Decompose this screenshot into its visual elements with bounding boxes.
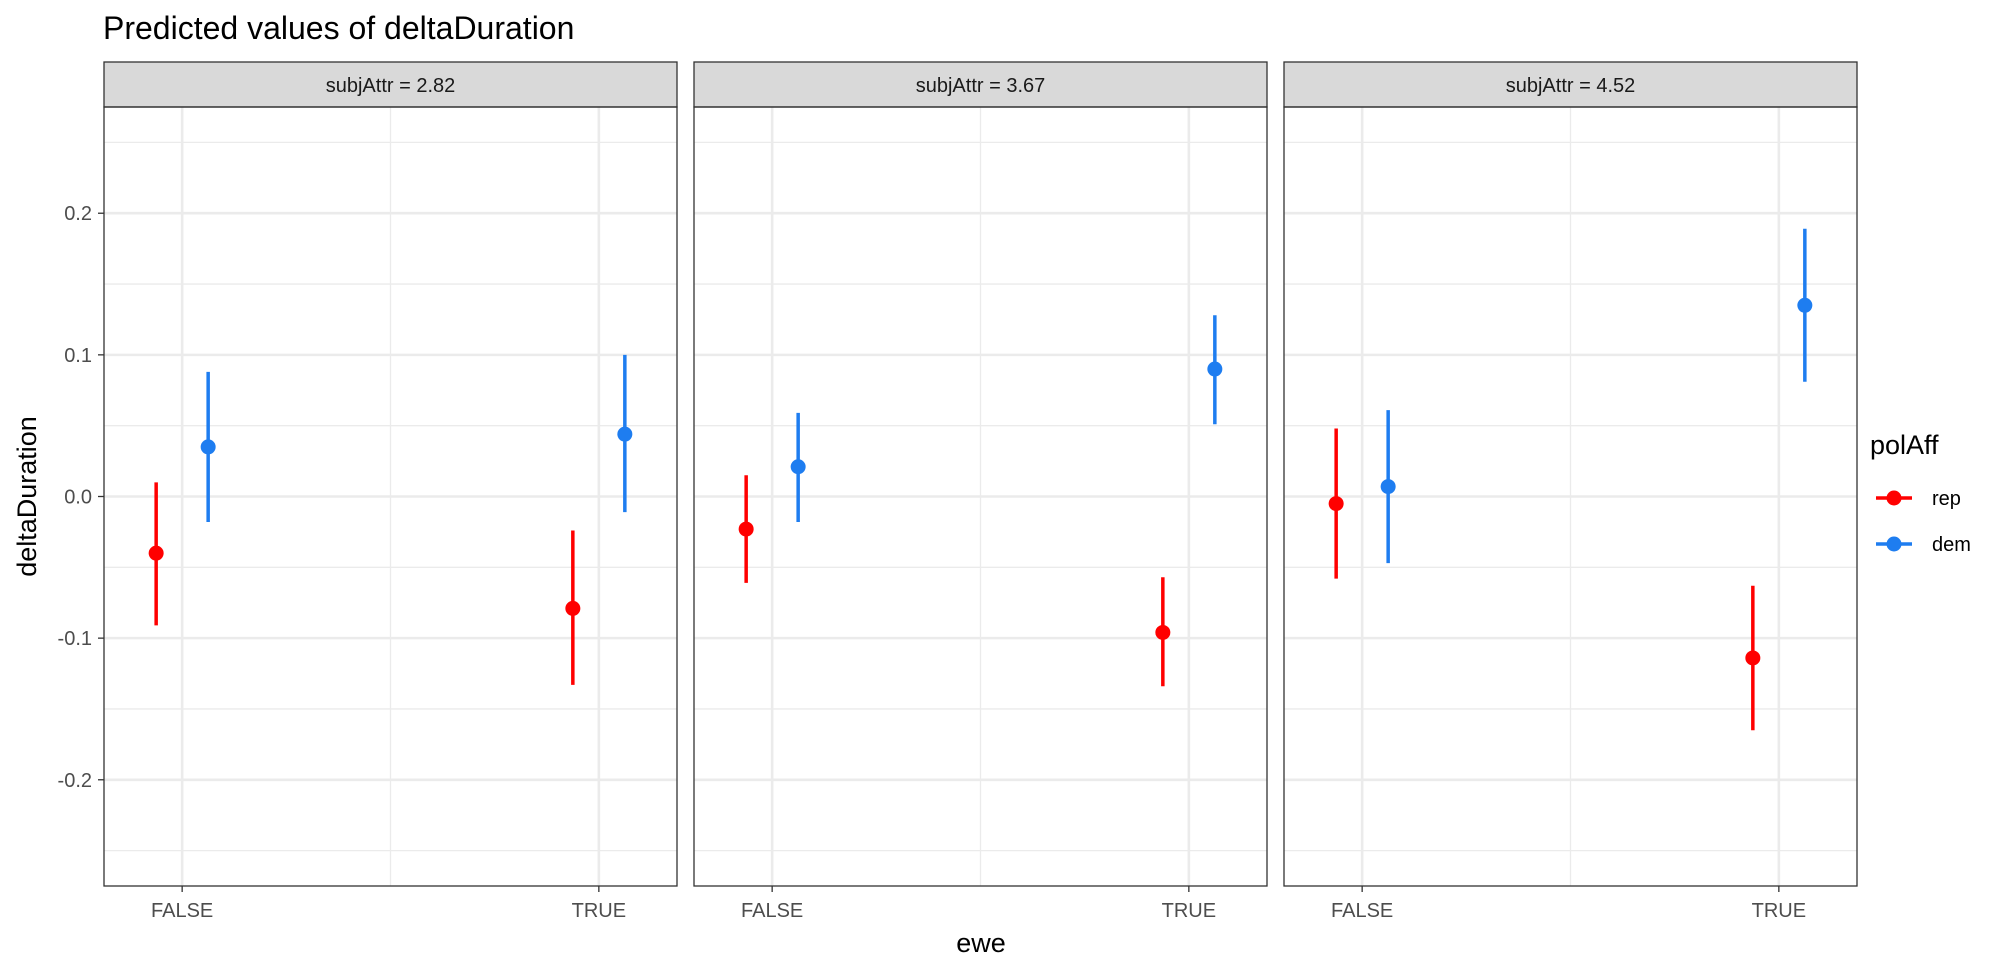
panels-layer: subjAttr = 2.82 subjAttr = 3.67 subjAttr =… <box>103 61 1858 887</box>
facet-panel: subjAttr = 4.52 <box>1283 61 1858 887</box>
data-point <box>148 545 164 561</box>
facet-strip-label: subjAttr = 2.82 <box>326 75 456 97</box>
legend: polAff rep dem <box>1870 430 1971 556</box>
legend-key-point <box>1886 536 1902 552</box>
data-point <box>565 600 581 616</box>
x-axis-title: ewe <box>956 928 1006 958</box>
data-point <box>1797 297 1813 313</box>
x-axis: FALSE TRUE FALSE TRUE FALSE TRUE <box>151 886 1806 922</box>
data-point <box>1155 624 1171 640</box>
chart-title: Predicted values of deltaDuration <box>103 10 574 46</box>
x-tick-label: FALSE <box>1331 900 1393 922</box>
y-tick-label: -0.1 <box>58 628 92 650</box>
y-axis: -0.2 -0.1 0.0 0.1 0.2 <box>58 203 104 792</box>
facet-strip <box>103 61 678 108</box>
legend-label: dem <box>1932 534 1971 556</box>
panel-border <box>1283 106 1858 887</box>
facet-panel: subjAttr = 3.67 <box>693 61 1268 887</box>
x-tick-label: TRUE <box>1752 900 1806 922</box>
facet-strip-label: subjAttr = 4.52 <box>1506 75 1636 97</box>
x-tick-label: FALSE <box>741 900 803 922</box>
x-tick-label: TRUE <box>572 900 626 922</box>
x-tick-label: FALSE <box>151 900 213 922</box>
data-point <box>1328 496 1344 512</box>
data-point <box>1207 361 1223 377</box>
facet-strip <box>693 61 1268 108</box>
y-tick-label: -0.2 <box>58 770 92 792</box>
data-point <box>617 426 633 442</box>
data-point <box>200 439 216 455</box>
data-point <box>738 521 754 537</box>
legend-title: polAff <box>1870 430 1939 460</box>
y-tick-label: 0.2 <box>64 203 92 225</box>
data-point <box>1745 650 1761 666</box>
legend-entry: dem <box>1876 534 1971 556</box>
y-tick-label: 0.1 <box>64 345 92 367</box>
y-tick-label: 0.0 <box>64 487 92 509</box>
data-point <box>790 459 806 475</box>
facet-strip-label: subjAttr = 3.67 <box>916 75 1046 97</box>
legend-label: rep <box>1932 488 1961 510</box>
legend-entry: rep <box>1876 488 1961 510</box>
data-point <box>1380 479 1396 495</box>
facet-panel: subjAttr = 2.82 <box>103 61 678 887</box>
x-tick-label: TRUE <box>1162 900 1216 922</box>
legend-key-point <box>1886 490 1902 506</box>
panel-border <box>693 106 1268 887</box>
y-axis-title: deltaDuration <box>12 416 42 577</box>
